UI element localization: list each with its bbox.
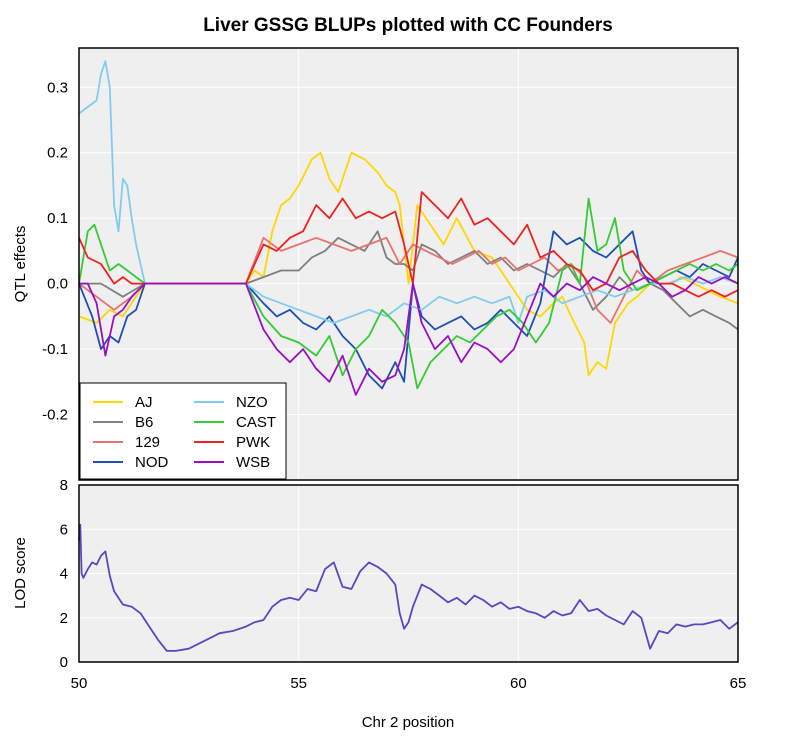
lod-y-tick-label: 2 xyxy=(60,610,68,627)
legend: AJ B6 129 NOD NZO CAST PWK WSB xyxy=(79,382,287,480)
lod-x-tick-labels: 50 55 60 65 xyxy=(71,675,747,692)
series-line-aj xyxy=(78,151,739,377)
qtl-y-tick-label: 0.1 xyxy=(47,210,68,227)
lod-panel: 0 2 4 6 8 50 55 60 65 LOD score Chr 2 position xyxy=(12,477,746,731)
legend-label-wsb: WSB xyxy=(236,454,270,471)
chart-title: Liver GSSG BLUPs plotted with CC Founder… xyxy=(203,15,613,36)
qtl-series-lines xyxy=(78,60,739,396)
legend-label-nod: NOD xyxy=(135,454,169,471)
qtl-y-tick-label: 0.0 xyxy=(47,276,68,293)
qtl-y-tick-labels: 0.3 0.2 0.1 0.0 -0.1 -0.2 xyxy=(42,79,68,423)
series-line-nzo xyxy=(78,60,739,324)
qtl-y-axis-title: QTL effects xyxy=(12,226,29,303)
legend-label-aj: AJ xyxy=(135,394,153,411)
qtl-effects-panel: 0.3 0.2 0.1 0.0 -0.1 -0.2 QTL effects AJ B6 129… xyxy=(12,47,739,481)
legend-label-pwk: PWK xyxy=(236,434,270,451)
x-axis-title: Chr 2 position xyxy=(362,714,455,731)
lod-y-tick-label: 4 xyxy=(60,566,68,583)
qtl-y-tick-label: -0.2 xyxy=(42,407,68,424)
legend-label-b6: B6 xyxy=(135,414,153,431)
lod-y-tick-label: 8 xyxy=(60,477,68,494)
series-line-wsb xyxy=(79,276,739,396)
lod-y-tick-label: 0 xyxy=(60,654,68,671)
legend-label-cast: CAST xyxy=(236,414,276,431)
lod-y-tick-labels: 0 2 4 6 8 xyxy=(60,477,68,671)
legend-label-129: 129 xyxy=(135,434,160,451)
x-tick-label: 50 xyxy=(71,675,88,692)
qtl-y-tick-label: 0.2 xyxy=(47,145,68,162)
qtl-y-tick-label: 0.3 xyxy=(47,79,68,96)
x-tick-label: 55 xyxy=(290,675,307,692)
x-tick-label: 60 xyxy=(510,675,527,692)
series-line-pwk xyxy=(78,191,739,298)
qtl-plot-border xyxy=(78,47,739,481)
x-tick-label: 65 xyxy=(730,675,747,692)
qtl-y-tick-label: -0.1 xyxy=(42,341,68,358)
legend-label-nzo: NZO xyxy=(236,394,268,411)
lod-plot-border xyxy=(78,484,739,663)
series-line-129 xyxy=(78,236,739,324)
lod-y-axis-title: LOD score xyxy=(12,537,29,609)
lod-line-0 xyxy=(78,523,739,652)
lod-y-tick-label: 6 xyxy=(60,521,68,538)
lod-series-line xyxy=(78,523,739,652)
